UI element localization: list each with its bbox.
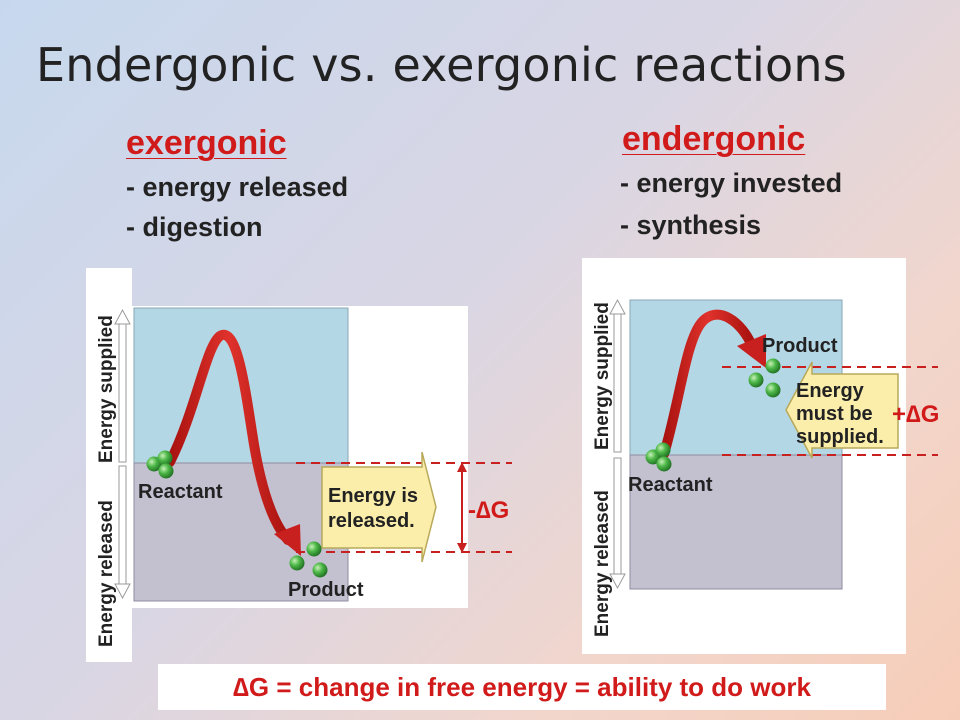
exergonic-product-label: Product: [288, 579, 364, 601]
endergonic-reactant-molecule: [645, 442, 672, 472]
endergonic-axis-down-arrow: [609, 457, 626, 590]
endergonic-heading: endergonic: [622, 120, 806, 158]
exergonic-delta-g-arrow: [457, 462, 467, 553]
endergonic-axis-released-label: Energy released: [592, 490, 613, 637]
exergonic-axis-supplied-label: Energy supplied: [96, 315, 117, 463]
exergonic-lower-region: [133, 462, 349, 602]
endergonic-bullet-energy: - energy invested: [620, 168, 843, 198]
exergonic-axis-up-arrow: [114, 308, 131, 463]
endergonic-reaction-arrow: [659, 309, 757, 459]
exergonic-delta-g-label: -∆G: [468, 497, 509, 524]
endergonic-box-line2: must be: [796, 403, 873, 425]
exergonic-bullet-digestion: - digestion: [126, 212, 263, 242]
exergonic-axis-released-label: Energy released: [96, 500, 117, 647]
endergonic-axis-supplied-label: Energy supplied: [592, 302, 613, 450]
exergonic-reactant-molecule: [146, 450, 174, 479]
endergonic-product-label: Product: [762, 335, 838, 357]
exergonic-product-molecules: [289, 541, 328, 578]
endergonic-arrowhead: [737, 334, 766, 368]
endergonic-box-line3: supplied.: [796, 426, 884, 448]
endergonic-delta-g-label: +∆G: [892, 401, 939, 428]
slide-title: Endergonic vs. exergonic reactions: [36, 38, 847, 92]
exergonic-bullet-energy: - energy released: [126, 172, 349, 202]
endergonic-lower-region: [629, 454, 843, 590]
exergonic-axis-down-arrow: [114, 465, 131, 600]
exergonic-energy-box: [321, 451, 437, 563]
exergonic-reaction-arrow: [165, 330, 293, 545]
delta-g-definition: ∆G = change in free energy = ability to …: [158, 664, 886, 710]
endergonic-product-molecules: [748, 358, 781, 398]
exergonic-reactant-label: Reactant: [138, 481, 223, 503]
exergonic-box-line2: released.: [328, 510, 415, 532]
endergonic-box-line1: Energy: [796, 380, 865, 402]
exergonic-heading: exergonic: [126, 124, 287, 162]
endergonic-axis-up-arrow: [609, 298, 626, 453]
exergonic-arrowhead: [274, 524, 301, 556]
exergonic-box-line1: Energy is: [328, 485, 418, 507]
endergonic-reactant-label: Reactant: [628, 474, 713, 496]
endergonic-bullet-synthesis: - synthesis: [620, 210, 762, 240]
endergonic-energy-box: [785, 361, 899, 459]
